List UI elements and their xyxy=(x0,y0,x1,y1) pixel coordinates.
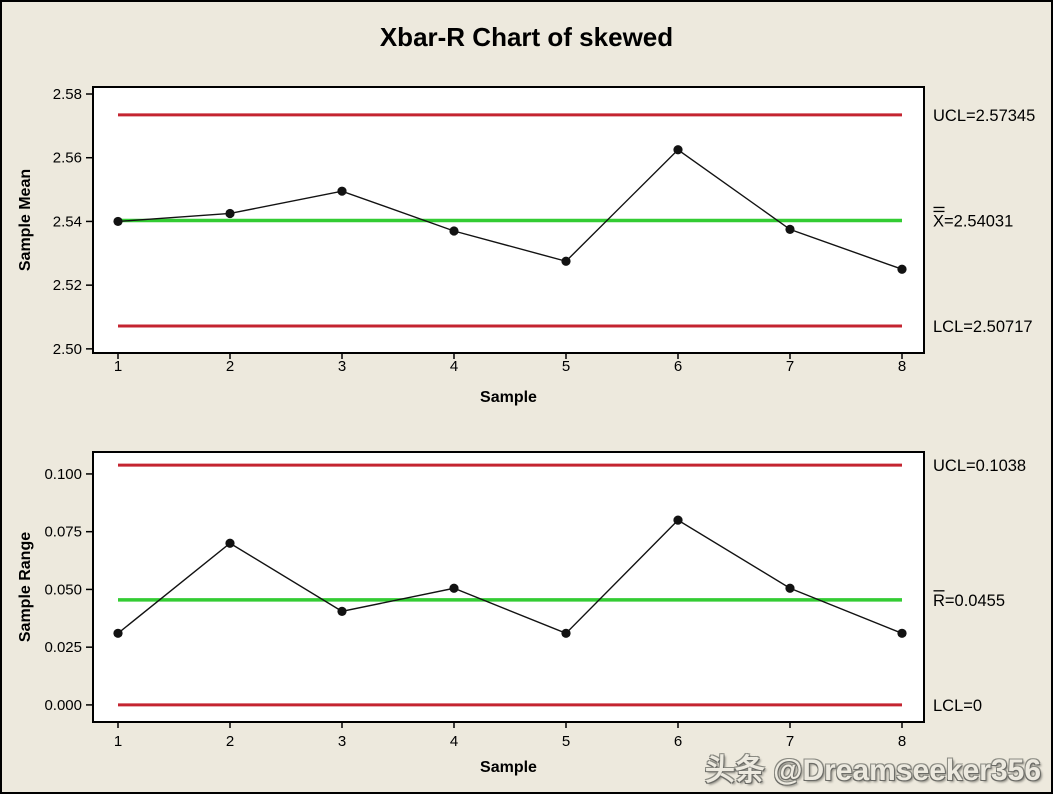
r-x-tick-label: 2 xyxy=(226,733,234,750)
watermark-text: 头条 @Dreamseeker356 xyxy=(704,754,1041,787)
xbar-lcl-label: LCL=2.50717 xyxy=(933,318,1033,336)
xbar-center-label: X=2.54031 xyxy=(933,212,1013,230)
xbar-x-tick-label: 2 xyxy=(226,358,234,375)
r-data-point xyxy=(337,606,347,616)
r-plot-area xyxy=(92,451,925,723)
r-x-axis-title: Sample xyxy=(480,759,537,776)
chart-title: Xbar-R Chart of skewed xyxy=(379,22,674,52)
xbar-y-tick-label: 2.58 xyxy=(53,86,82,103)
r-data-point xyxy=(449,583,459,593)
xbar-data-point xyxy=(561,256,571,266)
r-x-tick-label: 4 xyxy=(450,733,458,750)
xbar-y-axis-title: Sample Mean xyxy=(17,169,34,271)
r-series-line xyxy=(117,519,903,635)
xbar-data-point xyxy=(785,224,795,234)
xbar-y-tick-label: 2.56 xyxy=(53,150,82,167)
xbar-x-tick-label: 6 xyxy=(674,358,682,375)
xbar-x-tick-label: 3 xyxy=(338,358,346,375)
r-y-tick-label: 0.075 xyxy=(44,524,82,541)
r-lcl-label: LCL=0 xyxy=(933,697,982,715)
xbar-data-point xyxy=(337,186,347,196)
r-center-label: R=0.0455 xyxy=(933,592,1005,610)
r-data-point xyxy=(561,628,571,638)
xbar-y-tick-label: 2.54 xyxy=(53,213,82,230)
r-ucl-label: UCL=0.1038 xyxy=(933,457,1026,475)
xbar-series-line xyxy=(117,148,903,270)
xbar-data-point xyxy=(225,208,235,219)
r-data-point xyxy=(113,628,123,638)
xbar-data-point xyxy=(897,264,907,274)
xbar-y-tick-label: 2.52 xyxy=(53,277,82,294)
r-x-tick-label: 8 xyxy=(898,733,906,750)
xbar-data-point xyxy=(673,145,683,155)
r-x-tick-label: 6 xyxy=(674,733,682,750)
xbar-y-tick-label: 2.50 xyxy=(53,341,82,358)
r-data-point xyxy=(225,538,235,548)
r-x-tick-label: 1 xyxy=(114,733,122,750)
xbar-chart-panel: 2.58 2.56 2.54 2.52 2.50 1 2 3 4 5 6 7 8 UCL=2.57345 X… xyxy=(17,86,1035,406)
xbar-data-point xyxy=(449,226,459,236)
r-y-tick-label: 0.050 xyxy=(44,581,82,598)
r-y-axis-title: Sample Range xyxy=(17,532,34,642)
xbar-x-tick-label: 4 xyxy=(450,358,458,375)
xbar-ucl-label: UCL=2.57345 xyxy=(933,107,1035,125)
r-data-point xyxy=(785,583,795,593)
r-x-tick-label: 7 xyxy=(786,733,794,750)
r-chart-panel: 0.100 0.075 0.050 0.025 0.000 1 2 3 4 5 6 7 8 UCL=0.1… xyxy=(17,451,1026,776)
xbar-x-tick-label: 1 xyxy=(114,358,122,375)
r-data-point xyxy=(673,515,683,525)
r-y-tick-label: 0.100 xyxy=(44,466,82,483)
xbar-x-tick-label: 8 xyxy=(898,358,906,375)
xbar-x-tick-label: 5 xyxy=(562,358,570,375)
r-x-tick-label: 5 xyxy=(562,733,570,750)
r-data-point xyxy=(897,628,907,638)
r-x-tick-label: 3 xyxy=(338,733,346,750)
xbar-x-axis-title: Sample xyxy=(480,389,537,406)
xbar-data-point xyxy=(113,216,123,227)
r-y-tick-label: 0.000 xyxy=(44,697,82,714)
xbar-x-tick-label: 7 xyxy=(786,358,794,375)
r-y-tick-label: 0.025 xyxy=(44,639,82,656)
